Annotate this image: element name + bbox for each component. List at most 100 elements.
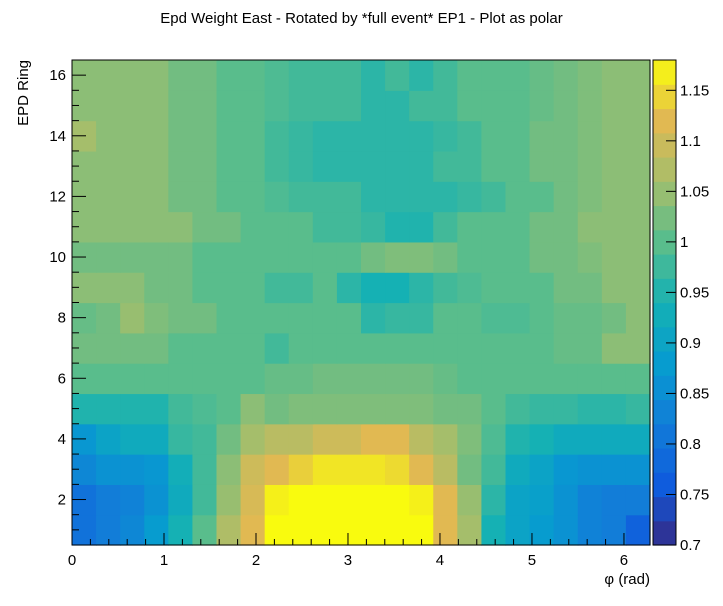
colorbar-segment: [653, 157, 676, 182]
heatmap-cell: [409, 484, 434, 516]
heatmap-cell: [529, 393, 555, 425]
colorbar-tick-label: 0.95: [680, 284, 709, 301]
colorbar-segment: [653, 229, 676, 255]
heatmap-cell: [577, 120, 603, 152]
heatmap-cell: [216, 211, 242, 243]
heatmap-cell: [312, 211, 338, 243]
heatmap-cell: [264, 332, 290, 364]
heatmap-cell: [336, 211, 362, 243]
heatmap-cell: [409, 120, 434, 152]
heatmap-cell: [168, 454, 194, 485]
x-tick-label: 3: [344, 552, 352, 569]
y-tick-label: 2: [58, 492, 66, 509]
heatmap-cell: [144, 211, 169, 243]
heatmap-cell: [168, 514, 194, 546]
heatmap-cell: [385, 302, 410, 334]
heatmap-cell: [505, 60, 531, 91]
heatmap-cell: [505, 241, 531, 273]
heatmap-cell: [409, 211, 434, 243]
heatmap-cell: [481, 211, 507, 243]
heatmap-cell: [409, 302, 434, 334]
heatmap-cell: [553, 150, 579, 182]
heatmap-cell: [361, 332, 386, 364]
heatmap-cell: [120, 150, 145, 182]
heatmap-cell: [96, 423, 121, 455]
colorbar-tick-label: 1: [680, 234, 688, 251]
heatmap-cell: [433, 150, 458, 182]
heatmap-cell: [192, 90, 218, 122]
heatmap-cell: [264, 423, 290, 455]
heatmap-cell: [625, 332, 651, 364]
y-tick-label: 12: [49, 188, 66, 205]
heatmap-cell: [120, 120, 145, 152]
heatmap-cell: [577, 363, 603, 395]
heatmap-cell: [216, 302, 242, 334]
heatmap-cell: [409, 393, 434, 425]
heatmap-cell: [505, 211, 531, 243]
heatmap-cell: [312, 514, 338, 546]
x-tick-label: 0: [68, 552, 76, 569]
heatmap-cell: [336, 393, 362, 425]
heatmap-cell: [336, 484, 362, 516]
heatmap-cell: [577, 393, 603, 425]
heatmap-cell: [288, 241, 314, 273]
heatmap-cell: [192, 120, 218, 152]
heatmap-cell: [192, 514, 218, 546]
heatmap-cells: [72, 60, 651, 546]
heatmap-cell: [601, 454, 627, 485]
heatmap-cell: [312, 150, 338, 182]
colorbar-tick-label: 1.05: [680, 183, 709, 200]
heatmap-cell: [240, 302, 266, 334]
colorbar-tick-label: 0.8: [680, 436, 701, 453]
heatmap-cell: [529, 332, 555, 364]
heatmap-cell: [505, 181, 531, 213]
colorbar-frame: [652, 59, 677, 546]
x-tick-label: 5: [528, 552, 536, 569]
colorbar-segment: [653, 132, 676, 158]
heatmap-cell: [216, 272, 242, 304]
heatmap-cell: [409, 272, 434, 304]
colorbar-segment: [653, 496, 676, 522]
heatmap-cell: [361, 302, 386, 334]
heatmap-cell: [144, 514, 169, 546]
heatmap-cell: [240, 363, 266, 395]
heatmap-cell: [264, 120, 290, 152]
heatmap-cell: [553, 454, 579, 485]
heatmap-cell: [577, 302, 603, 334]
heatmap-cell: [601, 423, 627, 455]
heatmap-cell: [577, 514, 603, 546]
heatmap-cell: [144, 363, 169, 395]
heatmap-cell: [505, 302, 531, 334]
heatmap-cell: [457, 454, 483, 485]
heatmap-cell: [120, 90, 145, 122]
colorbar-tick-label: 0.9: [680, 335, 701, 352]
heatmap-cell: [625, 302, 651, 334]
heatmap-cell: [481, 181, 507, 213]
heatmap-cell: [625, 150, 651, 182]
heatmap-cell: [481, 272, 507, 304]
y-tick-label: 10: [49, 249, 66, 266]
heatmap-cell: [529, 363, 555, 395]
colorbar: 0.7 0.75 0.8 0.85 0.9 0.95 1 1.05 1.1 1.15: [652, 59, 709, 554]
heatmap-cell: [144, 393, 169, 425]
heatmap-cell: [96, 90, 121, 122]
heatmap-cell: [96, 181, 121, 213]
heatmap-cell: [361, 241, 386, 273]
heatmap-cell: [312, 423, 338, 455]
heatmap-cell: [192, 393, 218, 425]
heatmap-cell: [240, 272, 266, 304]
heatmap-cell: [529, 181, 555, 213]
heatmap-cell: [192, 332, 218, 364]
y-tick-label: 8: [58, 310, 66, 327]
heatmap-cell: [288, 60, 314, 91]
heatmap-cell: [288, 363, 314, 395]
heatmap-cell: [577, 484, 603, 516]
heatmap-cell: [457, 150, 483, 182]
heatmap-cell: [168, 181, 194, 213]
heatmap-cell: [192, 454, 218, 485]
heatmap-cell: [288, 272, 314, 304]
heatmap-cell: [192, 302, 218, 334]
heatmap-cell: [192, 181, 218, 213]
chart-title: Epd Weight East - Rotated by *full event…: [160, 10, 563, 27]
heatmap-cell: [336, 241, 362, 273]
